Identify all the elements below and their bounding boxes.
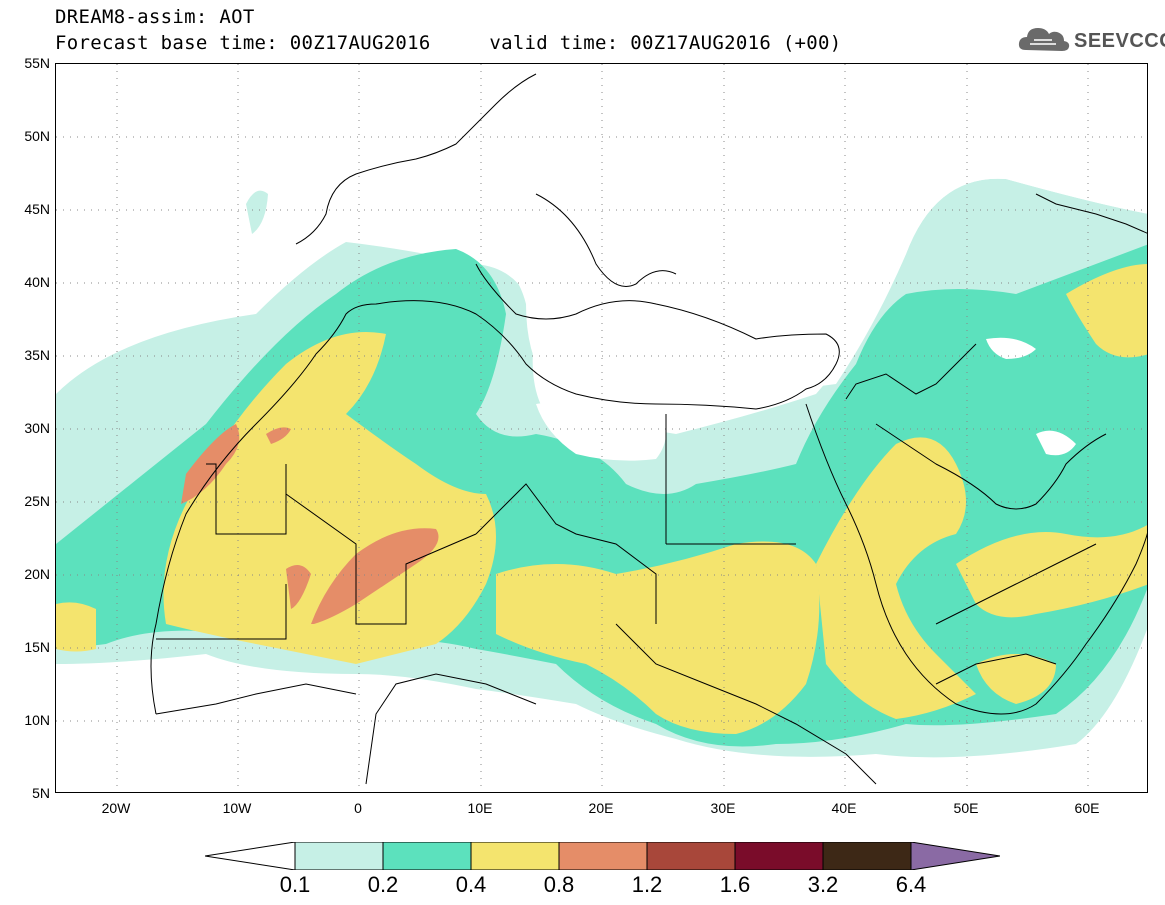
colorbar-label-0.1: 0.1: [279, 872, 311, 897]
low-aot-regions: [296, 64, 1147, 461]
colorbar-label-6.4: 6.4: [895, 872, 927, 897]
colorbar-label-0.8: 0.8: [543, 872, 575, 897]
forecast-time-line: Forecast base time: 00Z17AUG2016 valid t…: [55, 32, 842, 54]
lon-label-50e: 50E: [953, 800, 979, 816]
colorbar-seg-0.1: [294, 842, 384, 870]
lat-label-50n: 50N: [24, 128, 50, 144]
colorbar-label-1.6: 1.6: [719, 872, 751, 897]
colorbar-seg-3.2: [822, 842, 912, 870]
colorbar-seg-1.6: [734, 842, 824, 870]
colorbar-seg-1.2: [646, 842, 736, 870]
aot-map: [55, 63, 1148, 793]
colorbar-label-3.2: 3.2: [807, 872, 839, 897]
lat-label-30n: 30N: [24, 420, 50, 436]
aot-band-0.4: [56, 264, 1147, 734]
lon-label-40e: 40E: [831, 800, 857, 816]
colorbar-label-0.4: 0.4: [455, 872, 487, 897]
colorbar-seg-below: [205, 842, 296, 870]
map-title: DREAM8-assim: AOT: [55, 6, 255, 28]
coastlines-borders: [150, 73, 1147, 785]
lon-label-60e: 60E: [1074, 800, 1100, 816]
colorbar: [205, 842, 1000, 870]
lat-label-10n: 10N: [24, 712, 50, 728]
lat-label-5n: 5N: [32, 785, 50, 801]
lon-label-10e: 10E: [467, 800, 493, 816]
colorbar-seg-0.2: [382, 842, 472, 870]
lon-label-20e: 20E: [588, 800, 614, 816]
lon-label-10w: 10W: [222, 800, 252, 816]
lon-label-20w: 20W: [101, 800, 131, 816]
logo-text: SEEVCCC: [1074, 30, 1165, 52]
lat-label-15n: 15N: [24, 639, 50, 655]
lat-label-25n: 25N: [24, 493, 50, 509]
colorbar-seg-6.4: [910, 842, 1000, 870]
colorbar-seg-0.8: [558, 842, 648, 870]
map-grid: [56, 64, 1147, 792]
lat-label-40n: 40N: [24, 274, 50, 290]
colorbar-label-1.2: 1.2: [631, 872, 663, 897]
lat-label-55n: 55N: [24, 55, 50, 71]
seevccc-logo: SEEVCCC: [1016, 20, 1165, 60]
lon-label-30e: 30E: [710, 800, 736, 816]
cloud-logo-icon: [1018, 28, 1070, 51]
lat-label-45n: 45N: [24, 201, 50, 217]
lat-label-35n: 35N: [24, 347, 50, 363]
lon-label-0: 0: [354, 800, 362, 816]
lat-label-20n: 20N: [24, 566, 50, 582]
colorbar-label-0.2: 0.2: [367, 872, 399, 897]
colorbar-seg-0.4: [470, 842, 560, 870]
map-canvas: [56, 64, 1147, 792]
